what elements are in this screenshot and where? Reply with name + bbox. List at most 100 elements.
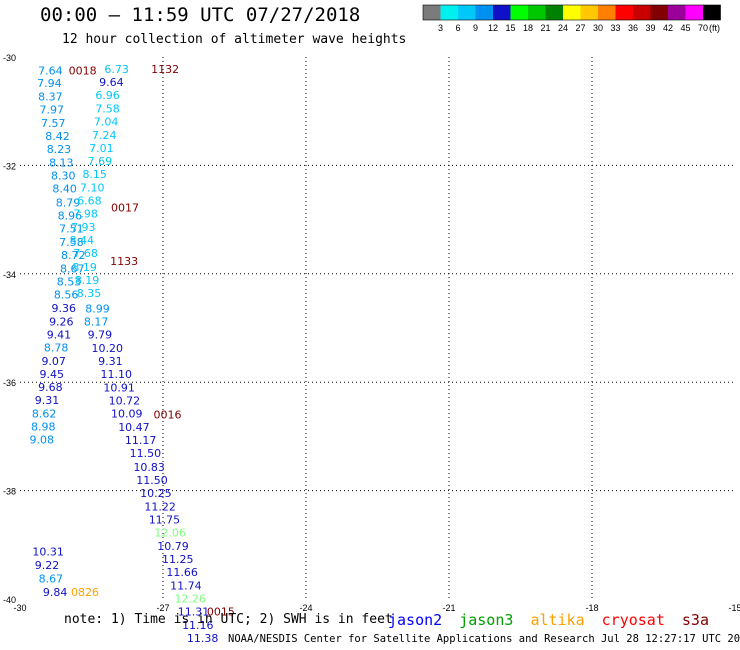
- legend-item-jason3: jason3: [459, 611, 514, 629]
- data-label: 8.40: [52, 183, 76, 196]
- data-label: 9.31: [98, 355, 123, 368]
- y-tick-label: -40: [3, 595, 16, 605]
- colorbar-tick-label: 18: [523, 23, 533, 33]
- data-label: 11.75: [149, 513, 181, 526]
- data-label: 10.31: [32, 545, 64, 558]
- data-label: 8.98: [31, 421, 56, 434]
- data-label: 0017: [111, 202, 139, 215]
- axis-tick-labels: -30-32-34-36-38-40-30 -27 -24 -21 -18 -15: [3, 53, 740, 613]
- data-label: 7.10: [80, 182, 105, 195]
- data-label: 8.30: [51, 170, 76, 183]
- data-label: 6.73: [104, 63, 128, 76]
- data-label: 9.07: [41, 355, 65, 368]
- colorbar-tick-label: 24: [558, 23, 568, 33]
- colorbar-tick-label: 12: [488, 23, 498, 33]
- data-label: 10.47: [118, 421, 149, 434]
- data-label: 11.38: [187, 632, 219, 645]
- data-label: 9.36: [51, 302, 76, 315]
- data-label: 8.79: [56, 196, 81, 209]
- data-label: 9.79: [88, 329, 113, 342]
- data-label: 6.68: [77, 195, 102, 208]
- data-label: 8.42: [45, 130, 70, 143]
- data-label: 1133: [110, 255, 138, 268]
- data-label: 11.50: [136, 474, 168, 487]
- data-label: 9.31: [35, 394, 60, 407]
- data-label: 12.06: [154, 526, 186, 539]
- colorbar-swatch: [475, 5, 493, 20]
- colorbar-swatch: [528, 5, 546, 20]
- chart-title: 00:00 – 11:59 UTC 07/27/2018: [40, 4, 361, 26]
- colorbar-swatch: [703, 5, 721, 20]
- y-tick-label: -36: [3, 378, 16, 388]
- data-label: 11.16: [182, 619, 214, 632]
- colorbar-tick-label: 36: [628, 23, 638, 33]
- data-label: 7.58: [95, 102, 120, 115]
- colorbar-tick-label: 15: [505, 23, 515, 33]
- colorbar-tick-label: 33: [610, 23, 620, 33]
- satellite-legend: jason2 jason3 altika cryosat s3a: [388, 611, 717, 629]
- chart-subtitle: 12 hour collection of altimeter wave hei…: [62, 32, 407, 47]
- data-label: 8.78: [44, 342, 68, 355]
- data-label: 8.37: [38, 91, 63, 104]
- data-label: 0826: [71, 586, 99, 599]
- data-label: 10.25: [140, 487, 172, 500]
- colorbar-swatch: [598, 5, 616, 20]
- data-label: 12.26: [174, 592, 206, 605]
- data-label: 8.99: [85, 302, 110, 315]
- data-label: 11.25: [162, 553, 194, 566]
- data-label: 8.23: [47, 143, 71, 156]
- data-label: 8.15: [82, 168, 107, 181]
- data-label: 9.64: [99, 76, 124, 89]
- data-label: 7.01: [89, 142, 114, 155]
- data-label: 7.57: [41, 117, 65, 130]
- colorbar-tick-label: 30: [593, 23, 603, 33]
- legend-item-altika: altika: [530, 611, 585, 629]
- colorbar-swatch: [440, 5, 458, 20]
- colorbar-swatch: [633, 5, 651, 20]
- data-label: 11.10: [101, 368, 133, 381]
- colorbar-tick-label: 21: [540, 23, 550, 33]
- colorbar-swatch: [650, 5, 668, 20]
- data-label: 10.09: [111, 408, 143, 421]
- data-label: 8.67: [60, 262, 85, 275]
- data-label: 10.72: [109, 395, 141, 408]
- data-label: 8.19: [75, 274, 100, 287]
- data-label: 9.26: [49, 315, 74, 328]
- data-label: 8.35: [77, 287, 102, 300]
- colorbar-swatch: [493, 5, 511, 20]
- data-label: 7.64: [38, 65, 63, 78]
- data-label: 8.53: [57, 275, 82, 288]
- data-label: 9.41: [47, 329, 71, 342]
- data-label: 7.97: [40, 104, 65, 117]
- data-label: 7.98: [73, 208, 98, 221]
- colorbar-tick-label: 3: [438, 23, 443, 33]
- colorbar-tick-label: 9: [473, 23, 478, 33]
- data-label: 7.04: [94, 115, 119, 128]
- x-tick-label: -21: [442, 603, 455, 613]
- colorbar-tick-label: 45: [680, 23, 690, 33]
- legend-item-cryosat: cryosat: [601, 611, 665, 629]
- data-label: 7.24: [92, 129, 117, 142]
- data-label: 10.79: [157, 540, 189, 553]
- data-label: 8.17: [84, 315, 109, 328]
- data-label: 7.93: [71, 221, 96, 234]
- y-tick-label: -32: [3, 161, 16, 171]
- data-label: 8.44: [70, 234, 95, 247]
- data-label: 7.68: [73, 247, 98, 260]
- colorbar-swatch: [545, 5, 563, 20]
- data-label: 8.62: [32, 408, 56, 421]
- data-label: 8.19: [72, 261, 97, 274]
- data-label: 11.17: [125, 434, 157, 447]
- data-label: 10.91: [103, 382, 134, 395]
- colorbar-swatch: [510, 5, 528, 20]
- data-label: 11.66: [166, 566, 198, 579]
- colorbar-unit-label: (ft): [709, 23, 720, 33]
- data-label: 6.96: [95, 89, 120, 102]
- y-tick-label: -34: [3, 270, 16, 280]
- data-label: 9.68: [38, 381, 63, 394]
- data-label: 10.20: [92, 342, 124, 355]
- x-tick-label: -15: [728, 603, 740, 613]
- colorbar-swatch: [458, 5, 476, 20]
- data-label: 7.58: [59, 236, 84, 249]
